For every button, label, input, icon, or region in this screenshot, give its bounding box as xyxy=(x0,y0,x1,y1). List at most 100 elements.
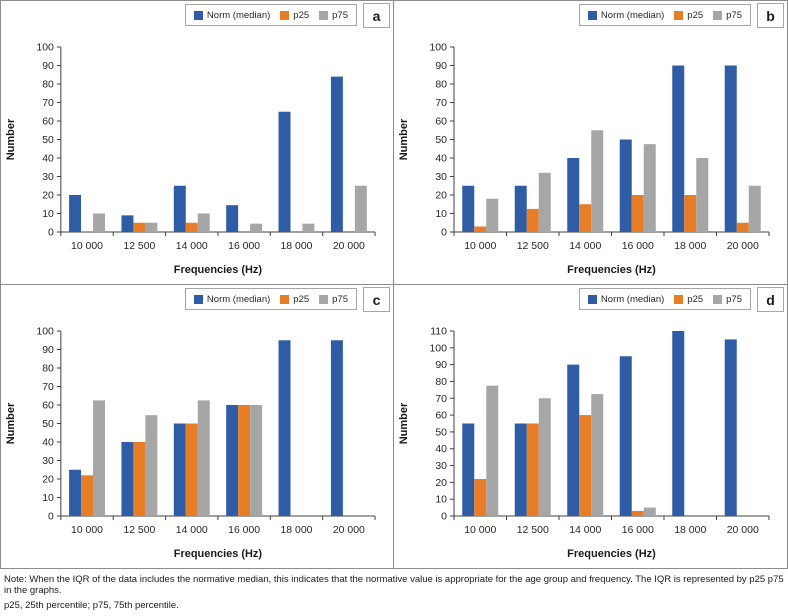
chart-legend: Norm (median) p25 p75 xyxy=(184,288,357,310)
charts-grid: Norm (median) p25 p75 a 0 10 20 30 40 50 60 70 8… xyxy=(0,0,788,569)
y-tick-label: 20 xyxy=(435,190,447,202)
y-tick-label: 80 xyxy=(42,79,54,90)
y-tick-label: 10 xyxy=(435,494,447,506)
y-tick-label: 0 xyxy=(48,227,54,238)
y-tick-label: 20 xyxy=(435,477,447,489)
y-tick-label: 30 xyxy=(435,460,447,472)
panel-letter: a xyxy=(363,3,390,28)
p25-swatch-icon xyxy=(280,10,290,20)
bar-norm xyxy=(514,423,527,516)
y-tick-label: 10 xyxy=(42,209,54,220)
bar-norm xyxy=(462,423,475,516)
chart-legend: Norm (median) p25 p75 xyxy=(578,4,751,26)
bar-p25 xyxy=(631,195,644,232)
x-tick-label: 10 000 xyxy=(464,240,496,252)
legend-label-p75: p75 xyxy=(332,9,348,21)
footnote-percentiles: p25, 25th percentile; p75, 75th percenti… xyxy=(4,599,179,611)
bar-norm xyxy=(330,76,343,232)
y-tick-label: 50 xyxy=(435,134,447,146)
bar-norm xyxy=(226,405,239,516)
y-tick-label: 10 xyxy=(435,208,447,220)
bar-norm xyxy=(278,340,291,516)
y-tick-label: 20 xyxy=(42,474,54,485)
legend-item-p75: p75 xyxy=(713,10,742,21)
y-tick-label: 100 xyxy=(36,42,54,53)
y-tick-label: 40 xyxy=(42,153,54,164)
bar-norm xyxy=(121,442,134,516)
y-tick-label: 40 xyxy=(435,443,447,455)
bar-norm xyxy=(173,423,186,516)
x-tick-label: 16 000 xyxy=(228,525,260,536)
x-tick-label: 18 000 xyxy=(281,525,313,536)
bar-p75 xyxy=(696,158,709,232)
bar-p75 xyxy=(302,223,315,232)
bar-p75 xyxy=(591,394,604,516)
norm-swatch-icon xyxy=(587,10,597,20)
bar-p75 xyxy=(93,400,105,516)
bar-p25 xyxy=(474,226,487,232)
y-tick-label: 70 xyxy=(435,393,447,405)
bar-p75 xyxy=(250,223,263,232)
legend-label-p75: p75 xyxy=(726,293,742,305)
legend-item-p25: p25 xyxy=(674,10,703,21)
x-axis-title: Frequencies (Hz) xyxy=(567,548,656,560)
bar-p75 xyxy=(250,405,263,516)
bar-p25 xyxy=(631,510,644,516)
x-tick-label: 12 500 xyxy=(123,525,155,536)
y-tick-label: 70 xyxy=(42,98,54,109)
footnote: Note: When the IQR of the data includes … xyxy=(0,569,788,616)
y-tick-label: 0 xyxy=(441,511,447,523)
y-tick-label: 100 xyxy=(429,42,447,54)
panel-letter: d xyxy=(757,287,784,312)
bar-norm xyxy=(278,111,291,232)
x-tick-label: 20 000 xyxy=(727,240,759,252)
x-tick-label: 14 000 xyxy=(569,240,601,252)
x-tick-label: 18 000 xyxy=(674,240,706,252)
bar-p25 xyxy=(133,222,146,232)
bar-norm xyxy=(330,340,343,516)
bar-norm xyxy=(672,65,685,232)
bar-norm xyxy=(173,185,186,232)
bar-norm xyxy=(724,65,737,232)
p25-swatch-icon xyxy=(280,294,290,304)
bar-norm xyxy=(69,469,82,516)
y-tick-label: 90 xyxy=(435,359,447,371)
norm-swatch-icon xyxy=(193,10,203,20)
y-axis-title: Number xyxy=(5,402,17,444)
x-tick-label: 18 000 xyxy=(674,524,706,536)
chart-panel-a: Norm (median) p25 p75 a 0 10 20 30 40 50 60 70 8… xyxy=(1,1,394,285)
legend-item-norm: Norm (median) xyxy=(193,10,270,21)
legend-item-p25: p25 xyxy=(280,294,309,305)
legend-label-norm: Norm (median) xyxy=(600,293,665,305)
x-tick-label: 12 500 xyxy=(123,241,155,252)
p25-swatch-icon xyxy=(674,10,684,20)
y-tick-label: 100 xyxy=(36,326,54,337)
bar-norm xyxy=(462,185,475,232)
bar-norm xyxy=(69,195,82,232)
bar-norm xyxy=(619,356,632,516)
bar-norm xyxy=(567,158,580,232)
x-tick-label: 16 000 xyxy=(622,240,654,252)
bar-p25 xyxy=(526,423,539,516)
bar-p75 xyxy=(538,398,551,516)
p75-swatch-icon xyxy=(713,10,723,20)
bar-p25 xyxy=(684,195,697,232)
legend-label-p75: p75 xyxy=(332,293,348,305)
chart-legend: Norm (median) p25 p75 xyxy=(578,288,751,310)
bar-p25 xyxy=(579,204,592,232)
y-tick-label: 40 xyxy=(435,153,447,165)
y-tick-label: 50 xyxy=(42,135,54,146)
bar-norm xyxy=(567,364,580,516)
x-tick-label: 16 000 xyxy=(622,524,654,536)
legend-item-p75: p75 xyxy=(319,10,348,21)
bar-p25 xyxy=(579,415,592,516)
bar-p75 xyxy=(538,172,551,232)
bar-p75 xyxy=(197,400,210,516)
x-axis-title: Frequencies (Hz) xyxy=(567,264,656,276)
chart-panel-b: Norm (median) p25 p75 b 0 10 20 30 40 50 60 70 8… xyxy=(394,1,787,285)
y-tick-label: 30 xyxy=(42,172,54,183)
bar-p25 xyxy=(238,405,251,516)
x-tick-label: 12 500 xyxy=(517,240,549,252)
p75-swatch-icon xyxy=(713,294,723,304)
y-axis-title: Number xyxy=(398,402,410,444)
